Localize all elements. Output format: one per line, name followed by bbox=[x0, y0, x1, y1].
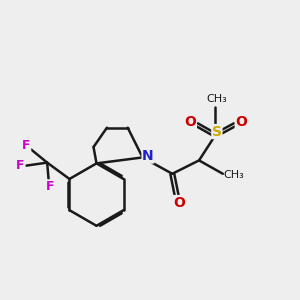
Text: CH₃: CH₃ bbox=[224, 170, 244, 180]
Text: F: F bbox=[46, 180, 54, 193]
Text: O: O bbox=[184, 115, 196, 129]
Text: F: F bbox=[16, 159, 25, 172]
Text: S: S bbox=[212, 124, 222, 139]
Text: O: O bbox=[235, 115, 247, 129]
Text: F: F bbox=[22, 139, 31, 152]
Text: N: N bbox=[142, 149, 154, 163]
Text: O: O bbox=[173, 196, 185, 210]
Text: CH₃: CH₃ bbox=[206, 94, 227, 104]
